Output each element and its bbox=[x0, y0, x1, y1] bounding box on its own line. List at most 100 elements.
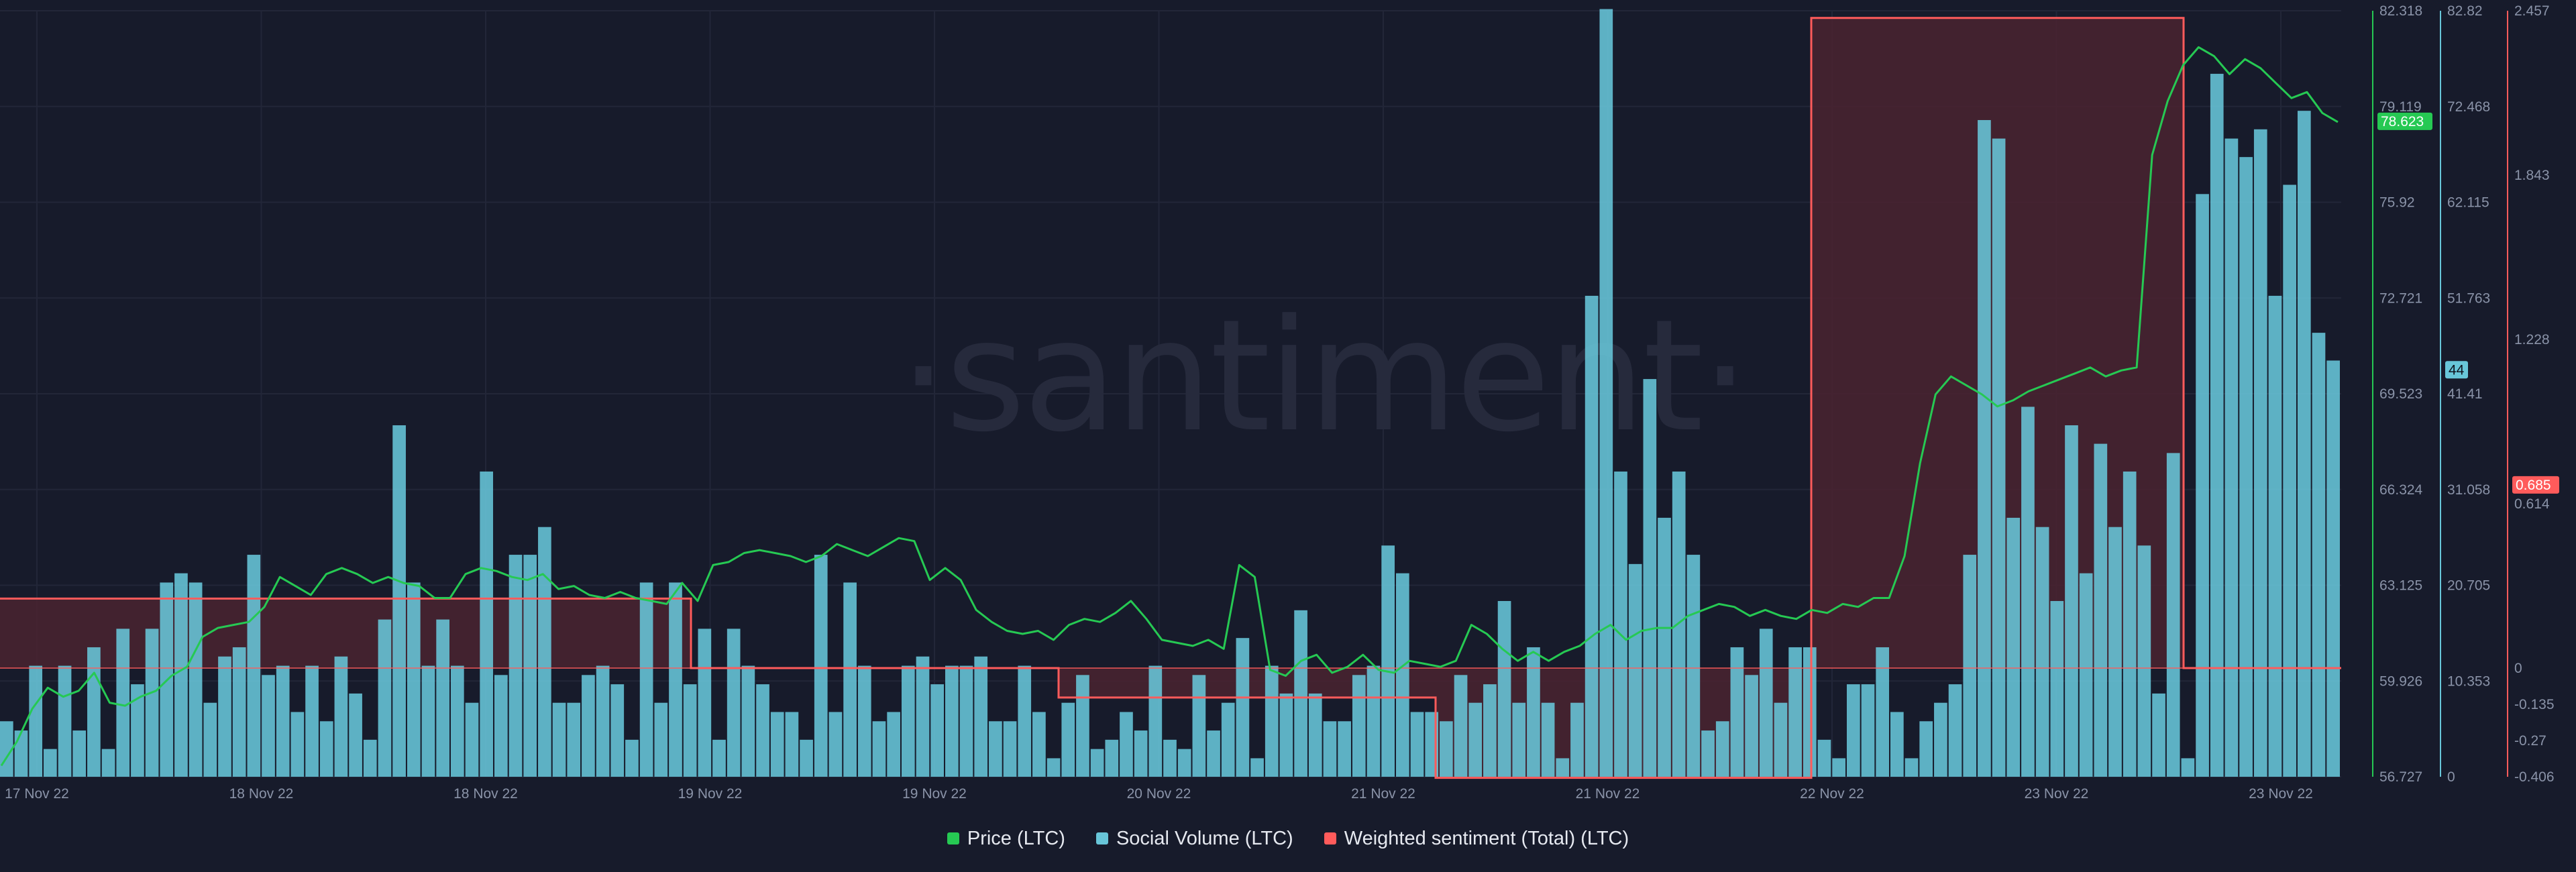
price-axis-tick-label: 56.727 bbox=[2379, 769, 2422, 785]
social-volume-bar bbox=[698, 629, 712, 777]
social-volume-bar bbox=[1832, 758, 1845, 777]
social-volume-bar bbox=[2065, 425, 2078, 777]
social-volume-bar bbox=[2297, 111, 2311, 777]
social-volume-bar bbox=[1294, 610, 1307, 777]
social-volume-bar bbox=[1105, 739, 1119, 777]
legend: Price (LTC) Social Volume (LTC) Weighted… bbox=[0, 820, 2576, 857]
x-axis-tick-label: 19 Nov 22 bbox=[902, 786, 967, 802]
social-volume-bar bbox=[2166, 453, 2180, 777]
sentiment-axis-tick-label: 2.457 bbox=[2514, 3, 2550, 19]
social-current-value-bg bbox=[2445, 361, 2468, 379]
social-volume-bar bbox=[1715, 721, 1729, 777]
social-volume-bar bbox=[1440, 721, 1453, 777]
social-volume-bar bbox=[2050, 601, 2064, 777]
x-axis-tick-label: 19 Nov 22 bbox=[678, 786, 743, 802]
social-axis-tick-label: 41.41 bbox=[2447, 386, 2483, 402]
social-volume-bar bbox=[72, 730, 87, 777]
social-axis-tick-label: 82.82 bbox=[2447, 3, 2483, 19]
social-volume-bar bbox=[974, 656, 988, 777]
sentiment-axis-tick-label: 1.843 bbox=[2514, 168, 2550, 183]
social-volume-bar bbox=[872, 721, 886, 777]
social-volume-bar bbox=[1090, 749, 1104, 777]
legend-item-weighted-sentiment[interactable]: Weighted sentiment (Total) (LTC) bbox=[1324, 828, 1629, 850]
legend-label-social-volume: Social Volume (LTC) bbox=[1116, 827, 1293, 849]
social-volume-bar bbox=[290, 712, 305, 777]
social-volume-bar bbox=[319, 721, 333, 777]
social-volume-bar bbox=[2137, 545, 2151, 777]
social-volume-bar bbox=[203, 702, 217, 777]
social-volume-bar bbox=[639, 582, 653, 777]
sentiment-axis-tick-label: 0.614 bbox=[2514, 496, 2550, 512]
social-volume-bar bbox=[1454, 675, 1468, 777]
social-volume-bar bbox=[1192, 675, 1206, 777]
social-volume-bar bbox=[1352, 675, 1366, 777]
x-axis-tick-label: 23 Nov 22 bbox=[2025, 786, 2089, 802]
social-volume-bar bbox=[538, 527, 551, 777]
price-axis-tick-label: 79.119 bbox=[2379, 99, 2422, 115]
social-volume-bar bbox=[1745, 675, 1758, 777]
social-volume-bar bbox=[1701, 730, 1715, 777]
social-volume-bar bbox=[174, 573, 188, 777]
social-volume-bar bbox=[1963, 555, 1977, 777]
social-axis-tick-label: 31.058 bbox=[2447, 482, 2490, 498]
social-volume-bar bbox=[930, 684, 945, 777]
social-volume-bar bbox=[2123, 471, 2137, 777]
social-volume-bar bbox=[101, 749, 115, 777]
social-volume-bar bbox=[1338, 721, 1351, 777]
social-volume-bar bbox=[1556, 758, 1570, 777]
social-volume-bar bbox=[2094, 443, 2108, 777]
social-volume-bar bbox=[1861, 684, 1875, 777]
social-volume-bar bbox=[2239, 157, 2253, 777]
social-volume-bar bbox=[1992, 138, 2006, 777]
social-volume-bar bbox=[1250, 758, 1264, 777]
social-volume-bar bbox=[1803, 647, 1817, 777]
social-volume-bar bbox=[29, 665, 43, 777]
social-volume-bar bbox=[1076, 675, 1089, 777]
legend-item-social-volume[interactable]: Social Volume (LTC) bbox=[1095, 827, 1293, 850]
social-volume-bar bbox=[2268, 295, 2282, 777]
social-volume-bar bbox=[1730, 647, 1744, 777]
price-axis-tick-label: 69.523 bbox=[2379, 386, 2422, 402]
social-volume-bar bbox=[1788, 647, 1802, 777]
social-volume-bar bbox=[1628, 563, 1642, 777]
social-volume-bar bbox=[989, 721, 1002, 777]
social-axis-tick-label: 20.705 bbox=[2447, 578, 2490, 594]
social-volume-bar bbox=[2152, 693, 2165, 777]
social-volume-bar bbox=[1497, 601, 1511, 777]
sentiment-axis-tick-label: -0.27 bbox=[2514, 733, 2546, 749]
social-volume-bar bbox=[1279, 693, 1293, 777]
social-volume-bar bbox=[1148, 665, 1163, 777]
legend-swatch-social-volume bbox=[1095, 832, 1108, 844]
social-volume-bar bbox=[305, 665, 319, 777]
axes: 82.318 79.119 75.92 72.721 69.523 66.324 63.12… bbox=[5, 3, 2559, 802]
social-volume-bar bbox=[2181, 758, 2195, 777]
social-volume-bar bbox=[334, 656, 348, 777]
price-axis-tick-label: 82.318 bbox=[2379, 3, 2422, 19]
social-volume-bar bbox=[247, 555, 261, 777]
social-volume-bar bbox=[582, 675, 595, 777]
social-volume-bar bbox=[1512, 702, 1526, 777]
social-volume-bar bbox=[131, 684, 144, 777]
social-volume-bar bbox=[1308, 693, 1322, 777]
social-volume-bar bbox=[14, 730, 28, 777]
sentiment-current-value: 0.685 bbox=[2516, 478, 2551, 493]
social-volume-bar bbox=[276, 665, 290, 777]
social-volume-bar bbox=[421, 665, 435, 777]
social-volume-bar bbox=[916, 656, 930, 777]
social-volume-bar bbox=[596, 665, 610, 777]
social-volume-bar bbox=[1468, 702, 1483, 777]
social-volume-bar bbox=[1163, 739, 1177, 777]
x-axis-tick-label: 18 Nov 22 bbox=[229, 786, 294, 802]
social-volume-bar bbox=[392, 425, 406, 777]
social-axis-tick-label: 62.115 bbox=[2447, 195, 2489, 211]
price-axis-tick-label: 66.324 bbox=[2379, 482, 2423, 498]
legend-item-price[interactable]: Price (LTC) bbox=[947, 828, 1065, 850]
social-volume-bar bbox=[87, 647, 101, 777]
social-volume-bar bbox=[1134, 730, 1148, 777]
social-volume-bar bbox=[1686, 555, 1701, 777]
social-volume-bar bbox=[1366, 665, 1381, 777]
sentiment-axis-tick-label: -0.135 bbox=[2514, 697, 2555, 712]
social-axis-tick-label: 10.353 bbox=[2447, 673, 2490, 689]
